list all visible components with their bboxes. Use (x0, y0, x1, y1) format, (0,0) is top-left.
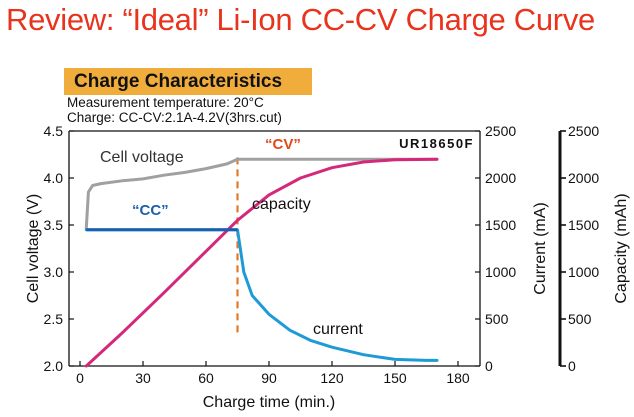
y-axis-title-right-capacity: Capacity (mAh) (613, 193, 630, 303)
y-tick-label-right-current: 2500 (485, 123, 516, 139)
measurement-temperature: Measurement temperature: 20°C (67, 95, 264, 110)
y-tick-label-right-capacity: 500 (568, 311, 592, 327)
y-tick-label-left: 3.0 (44, 264, 64, 280)
y-axis-title-left: Cell voltage (V) (25, 194, 42, 303)
y-tick-label-right-current: 1500 (485, 217, 516, 233)
y-tick-label-left: 3.5 (44, 217, 64, 233)
chart-axes: 2.0 2.5 3.0 3.5 4.0 4.5 0 30 60 90 120 150 180 0 500 10… (25, 123, 630, 411)
label-cc: “CC” (132, 202, 169, 219)
y-tick-label-right-current: 500 (485, 311, 509, 327)
y-tick-label-right-capacity: 1500 (568, 217, 599, 233)
label-cv: “CV” (265, 136, 301, 153)
x-tick-label: 60 (198, 370, 214, 386)
x-tick-label: 150 (383, 370, 407, 386)
y-tick-label-left: 2.0 (44, 358, 64, 374)
x-tick-label: 0 (76, 370, 84, 386)
y-tick-label-right-capacity: 1000 (568, 264, 599, 280)
charge-condition: Charge: CC-CV:2.1A-4.2V(3hrs.cut) (67, 110, 282, 125)
x-tick-label: 180 (446, 370, 470, 386)
y-tick-label-right-current: 2000 (485, 170, 516, 186)
voltage-curve (84, 157, 439, 230)
slide-title: Review: “Ideal” Li-Ion CC-CV Charge Curv… (6, 2, 595, 37)
chart-badge: Charge Characteristics (64, 68, 312, 95)
y-tick-label-right-current: 1000 (485, 264, 516, 280)
x-tick-label: 90 (261, 370, 277, 386)
label-capacity: capacity (252, 196, 311, 213)
current-curve (84, 228, 439, 362)
capacity-curve (84, 157, 439, 368)
y-tick-label-left: 4.5 (44, 123, 64, 139)
y-tick-label-right-capacity: 0 (568, 358, 576, 374)
model-label: UR18650F (399, 136, 474, 151)
y-tick-label-right-current: 0 (485, 358, 493, 374)
x-tick-label: 30 (135, 370, 151, 386)
y-tick-label-left: 2.5 (44, 311, 64, 327)
label-cell-voltage: Cell voltage (100, 149, 184, 166)
y-tick-label-right-capacity: 2500 (568, 123, 599, 139)
chart-curves (84, 157, 439, 368)
x-axis-title: Charge time (min.) (203, 394, 335, 411)
y-tick-label-right-capacity: 2000 (568, 170, 599, 186)
y-tick-label-left: 4.0 (44, 170, 64, 186)
chart-annotations: Cell voltage “CV” “CC” capacity current (100, 136, 363, 338)
label-current: current (313, 321, 363, 338)
y-axis-title-right-current: Current (mA) (532, 202, 549, 294)
x-tick-label: 120 (320, 370, 344, 386)
